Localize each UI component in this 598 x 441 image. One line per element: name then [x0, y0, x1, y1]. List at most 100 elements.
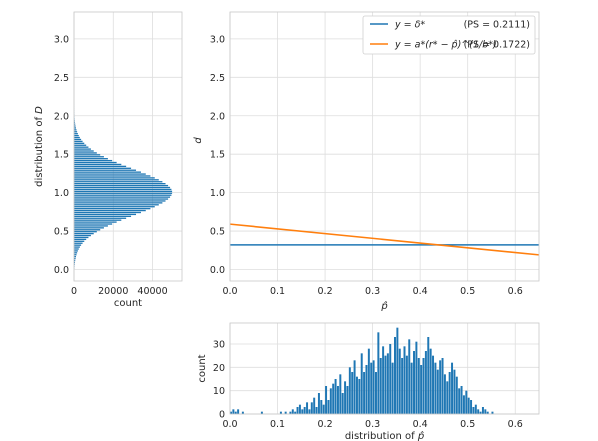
main-y-tick-label: 1.0	[210, 188, 225, 199]
left-histogram-bar	[74, 194, 172, 196]
left-histogram-bar	[74, 133, 78, 135]
bottom-histogram-bar	[429, 348, 432, 414]
left-histogram-bar	[74, 123, 76, 125]
bottom-histogram-bar	[360, 353, 363, 414]
left-histogram-bar	[74, 127, 76, 129]
left-histogram-bar	[74, 165, 127, 168]
bottom-histogram-bar	[348, 367, 351, 414]
bottom-y-tick-label: 10	[213, 386, 225, 397]
left-x-tick-label: 0	[71, 286, 77, 297]
left-histogram-bar	[74, 250, 78, 252]
left-histogram-bar	[74, 158, 108, 160]
left-x-tick-label: 40000	[137, 286, 167, 297]
bottom-histogram-bar	[353, 360, 356, 414]
left-histogram-bar	[74, 225, 108, 227]
main-x-tick-label: 0.6	[508, 286, 523, 297]
bottom-y-axis-label: count	[197, 354, 208, 382]
bottom-histogram-bar	[327, 400, 330, 414]
left-histogram-bar	[74, 177, 155, 179]
bottom-histogram-bar	[422, 358, 425, 414]
left-y-axis-label: distribution of D	[34, 106, 45, 187]
left-histogram-bar	[74, 186, 171, 189]
left-histogram-bar	[74, 257, 76, 260]
left-histogram-bar	[74, 184, 169, 187]
left-y-tick-label: 0.0	[54, 265, 69, 276]
bottom-histogram-bar	[325, 386, 328, 414]
left-histogram-bar	[74, 217, 127, 219]
bottom-histogram-bar	[306, 402, 309, 414]
left-histogram-bar	[74, 192, 173, 194]
left-y-tick-label: 3.0	[54, 34, 69, 45]
left-histogram-bar	[74, 246, 80, 248]
main-x-axis-label: p̂	[380, 300, 388, 312]
left-histogram-bar	[74, 181, 163, 183]
left-histogram-bar	[74, 129, 77, 131]
left-histogram-bar	[74, 256, 76, 258]
bottom-histogram-bar	[303, 407, 306, 414]
left-histogram-bar	[74, 125, 76, 127]
left-histogram-bar	[74, 240, 85, 242]
bottom-histogram-bar	[241, 411, 244, 414]
bottom-histogram-bar	[479, 411, 482, 414]
legend-box	[362, 15, 536, 55]
main-y-tick-label: 2.5	[210, 73, 225, 84]
left-histogram-bar	[74, 161, 117, 164]
bottom-histogram-bar	[401, 358, 404, 414]
left-histogram-bar	[74, 131, 78, 133]
bottom-histogram-bar	[315, 407, 318, 414]
left-histogram-bar	[74, 183, 166, 185]
bottom-histogram-bar	[403, 346, 406, 414]
bottom-histogram-bar	[408, 339, 411, 414]
left-histogram-bar	[74, 231, 97, 233]
bottom-histogram-bar	[398, 348, 401, 414]
left-histogram-bar	[74, 254, 77, 256]
bottom-histogram-bar	[234, 411, 237, 414]
legend-delta-star-label: y = δ*	[394, 20, 425, 31]
bottom-histogram-bar	[298, 404, 301, 414]
bottom-histogram-bar	[232, 409, 235, 414]
bottom-histogram-bar	[339, 374, 342, 414]
bottom-histogram-bar	[484, 409, 487, 414]
bottom-histogram-bar	[462, 395, 465, 414]
left-histogram-bar	[74, 144, 87, 146]
left-histogram-bar	[74, 236, 89, 239]
left-histogram-bar	[74, 175, 151, 177]
bottom-histogram-bar	[317, 393, 320, 414]
bottom-histogram-bar	[467, 397, 470, 414]
bottom-histogram-bar	[460, 386, 463, 414]
left-histogram-bar	[74, 259, 76, 262]
bottom-histogram-bar	[386, 353, 389, 414]
left-histogram-bar	[74, 221, 117, 223]
bottom-histogram-bar	[472, 407, 475, 414]
bottom-histogram-bar	[481, 407, 484, 414]
left-histogram-bar	[74, 223, 113, 225]
left-histogram-bar	[74, 171, 141, 173]
left-histogram-bar	[74, 198, 169, 200]
left-histogram-bar	[74, 215, 132, 217]
bottom-histogram-bar	[446, 381, 449, 414]
left-histogram-bar	[74, 206, 155, 208]
bottom-histogram-bar	[477, 409, 480, 414]
bottom-histogram-bar	[379, 358, 382, 414]
legend-power-curve-ps: (PS = 0.1722)	[464, 40, 530, 51]
left-histogram-bar	[74, 159, 113, 162]
bottom-histogram-bar	[413, 351, 415, 414]
bottom-histogram-bar	[355, 376, 358, 414]
main-x-tick-label: 0.3	[365, 286, 380, 297]
bottom-histogram-bar	[332, 383, 335, 414]
bottom-x-axis-label: distribution of p̂	[345, 430, 425, 441]
left-histogram-bar	[74, 213, 137, 216]
bottom-histogram-bar	[377, 332, 380, 414]
bottom-histogram-bar	[439, 360, 442, 414]
left-histogram-bar	[74, 244, 82, 246]
bottom-x-axis-label-symbol: p̂	[417, 430, 425, 441]
bottom-y-tick-label: 20	[213, 363, 225, 374]
main-plot-frame	[229, 11, 540, 282]
bottom-histogram-bar	[396, 327, 399, 414]
bottom-histogram-bar	[279, 411, 282, 414]
bottom-histogram-bar	[301, 409, 304, 414]
bottom-histogram-bar	[367, 348, 370, 414]
bottom-y-tick-label: 0	[219, 410, 225, 421]
bottom-histogram-bar	[458, 388, 461, 414]
